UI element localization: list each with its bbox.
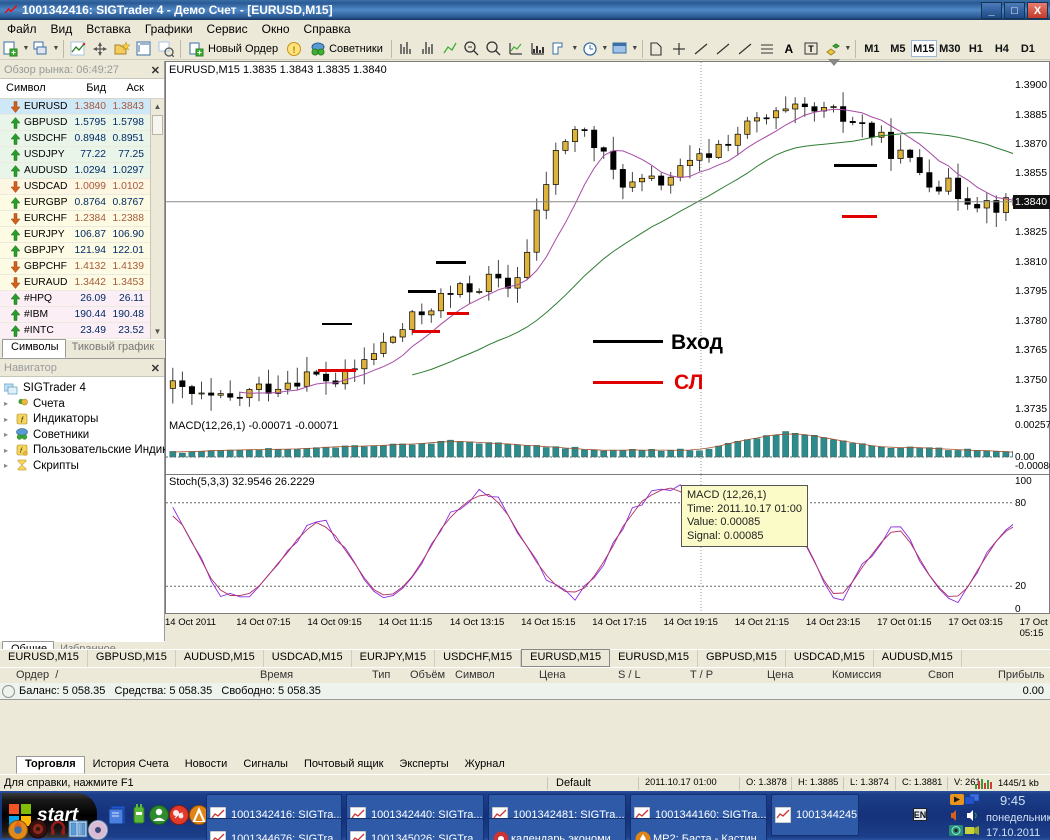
svg-text:T: T	[808, 44, 814, 54]
svg-text:!: !	[293, 45, 296, 55]
